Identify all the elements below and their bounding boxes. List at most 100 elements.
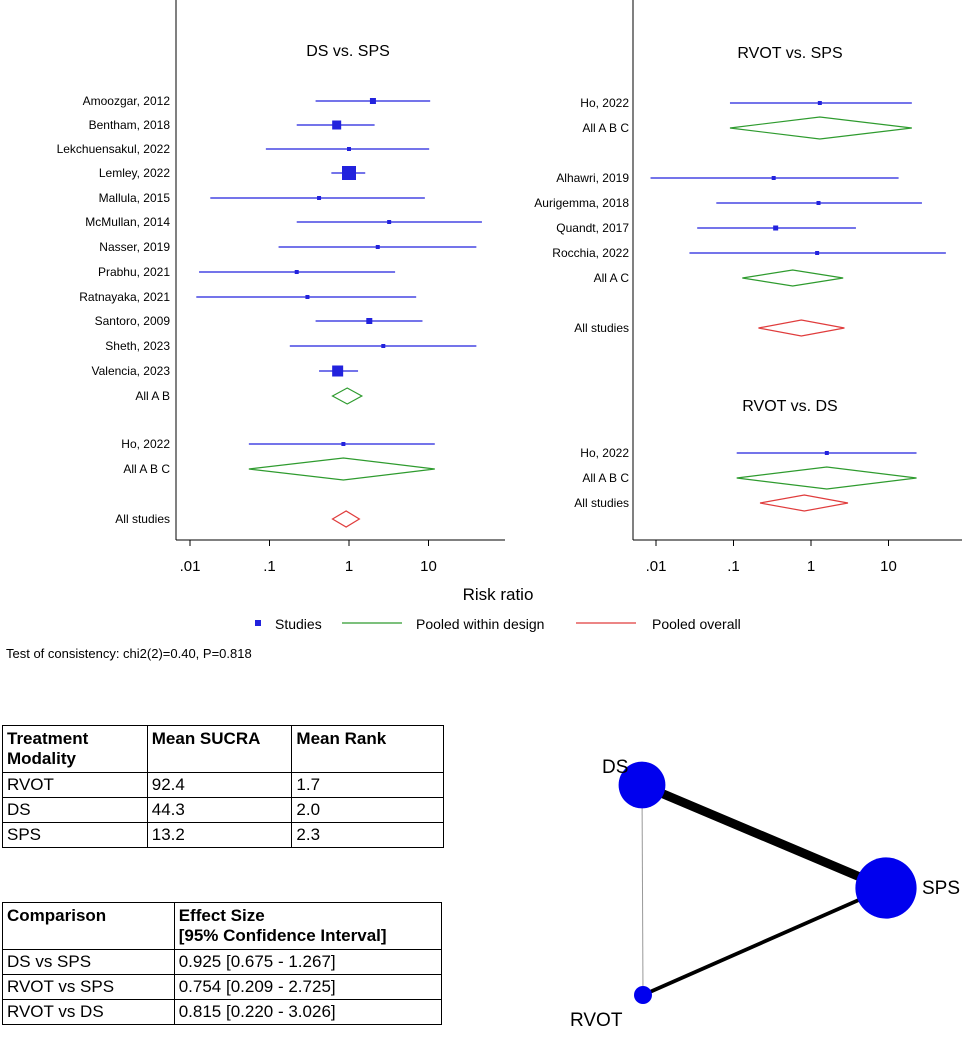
consistency-test: Test of consistency: chi2(2)=0.40, P=0.8… — [6, 646, 252, 661]
row-label-lemley-2022: Lemley, 2022 — [99, 166, 170, 180]
pooled-overall-diamond-all-studies — [758, 319, 845, 337]
rows-ds-sps: Amoozgar, 2012 Bentham, 2018 Lekchuensakul… — [57, 94, 482, 528]
effect-cell: RVOT vs SPS — [2, 974, 175, 1000]
pooled-within-diamond-all-a-c — [742, 269, 844, 287]
panel-title-ds-sps: DS vs. SPS — [306, 43, 390, 60]
network-label-ds: DS — [602, 757, 628, 778]
network-edge-rvot-ds — [641, 784, 644, 996]
x-tick-label: .01 — [646, 558, 667, 575]
row-label-prabhu-2021: Prabhu, 2021 — [98, 265, 170, 279]
row-label-sheth-2023: Sheth, 2023 — [105, 339, 170, 353]
panel-title-rvot-sps: RVOT vs. SPS — [737, 45, 842, 62]
point-estimate-ho-2022 — [341, 442, 346, 446]
pooled-overall-diamond-all-studies — [759, 494, 849, 512]
x-tick-label: 1 — [807, 558, 815, 575]
row-label-all-a-b: All A B — [135, 389, 170, 403]
rows-rvot-ds: Ho, 2022 All A B C All studies — [574, 446, 917, 512]
x-axis-title: Risk ratio — [463, 585, 534, 604]
network-label-rvot: RVOT — [570, 1010, 623, 1031]
panel-right: RVOT vs. SPS Ho, 2022 All A B C Alhawri, 2… — [534, 0, 962, 575]
table-row: DS 44.3 2.0 — [2, 797, 444, 823]
row-label-mcmullan-2014: McMullan, 2014 — [85, 215, 170, 229]
x-tick-label: 10 — [420, 558, 437, 575]
point-estimate-nasser-2019 — [375, 245, 380, 249]
row-label-all-a-b-c: All A B C — [582, 471, 629, 485]
effect-cell: RVOT vs DS — [2, 999, 175, 1025]
point-estimate-amoozgar-2012 — [369, 98, 376, 104]
table-row: RVOT vs DS 0.815 [0.220 - 3.026] — [2, 999, 443, 1025]
legend-within-label: Pooled within design — [416, 616, 544, 632]
row-label-all-studies: All studies — [115, 512, 170, 526]
pooled-overall-diamond-all-studies — [331, 510, 361, 528]
table-row: RVOT 92.4 1.7 — [2, 772, 444, 798]
point-estimate-rocchia-2022 — [815, 251, 820, 255]
point-estimate-sheth-2023 — [381, 344, 386, 348]
row-label-mallula-2015: Mallula, 2015 — [99, 191, 171, 205]
network-label-sps: SPS — [922, 878, 960, 899]
row-label-bentham-2018: Bentham, 2018 — [89, 118, 171, 132]
sucra-cell: SPS — [2, 822, 148, 848]
sucra-header-sucra: Mean SUCRA — [146, 725, 293, 773]
row-label-all-studies: All studies — [574, 496, 629, 510]
row-label-aurigemma-2018: Aurigemma, 2018 — [534, 196, 629, 210]
network-graph: DS SPS RVOT — [570, 757, 960, 1031]
sucra-cell: DS — [2, 797, 148, 823]
pooled-within-diamond-all-a-b-c — [248, 457, 435, 481]
network-node-ds — [618, 761, 666, 809]
left-x-ticks: .01 .1 1 10 — [180, 540, 437, 575]
x-tick-label: 10 — [880, 558, 897, 575]
panel-title-rvot-ds: RVOT vs. DS — [742, 398, 837, 415]
point-estimate-ho-2022 — [824, 451, 829, 455]
point-estimate-quandt-2017 — [773, 225, 779, 231]
row-label-ho-2022: Ho, 2022 — [580, 96, 629, 110]
x-tick-label: 1 — [345, 558, 353, 575]
point-estimate-ho-2022 — [817, 101, 822, 105]
row-label-valencia-2023: Valencia, 2023 — [91, 364, 170, 378]
network-node-rvot — [634, 986, 652, 1004]
table-row: DS vs SPS 0.925 [0.675 - 1.267] — [2, 949, 443, 975]
row-label-ho-2022: Ho, 2022 — [121, 437, 170, 451]
sucra-header-rank: Mean Rank — [291, 725, 444, 773]
point-estimate-lekchuensakul-2022 — [347, 147, 351, 151]
effect-header-effect: Effect Size [95% Confidence Interval] — [173, 902, 443, 950]
effect-cell: 0.754 [0.209 - 2.725] — [173, 974, 443, 1000]
row-label-santoro-2009: Santoro, 2009 — [95, 314, 171, 328]
row-label-alhawri-2019: Alhawri, 2019 — [556, 171, 629, 185]
effect-cell: 0.815 [0.220 - 3.026] — [173, 999, 443, 1025]
panel-ds-vs-sps: DS vs. SPS Amoozgar, 2012 Bentham, 2018 Le… — [57, 0, 505, 575]
row-label-lekchuensakul-2022: Lekchuensakul, 2022 — [57, 142, 171, 156]
pooled-within-diamond-all-a-b-c — [736, 466, 917, 490]
row-label-all-a-b-c: All A B C — [123, 462, 170, 476]
point-estimate-santoro-2009 — [366, 318, 373, 324]
row-label-quandt-2017: Quandt, 2017 — [556, 221, 629, 235]
right-x-ticks: .01 .1 1 10 — [646, 540, 897, 575]
pooled-within-diamond-all-a-b-c — [729, 116, 912, 140]
legend: Studies Pooled within design Pooled over… — [255, 616, 741, 632]
effect-cell: DS vs SPS — [2, 949, 175, 975]
x-tick-label: .01 — [180, 558, 201, 575]
legend-studies-label: Studies — [275, 616, 322, 632]
network-edges — [640, 780, 888, 997]
row-label-nasser-2019: Nasser, 2019 — [99, 240, 170, 254]
sucra-cell: RVOT — [2, 772, 148, 798]
row-label-ratnayaka-2021: Ratnayaka, 2021 — [79, 290, 170, 304]
row-label-all-studies: All studies — [574, 321, 629, 335]
effect-header-line1: Effect Size — [178, 906, 265, 925]
sucra-cell: 13.2 — [146, 822, 293, 848]
point-estimate-aurigemma-2018 — [816, 201, 821, 205]
effect-header-row: Comparison Effect Size [95% Confidence I… — [2, 902, 443, 950]
legend-studies-marker — [255, 620, 261, 626]
row-label-rocchia-2022: Rocchia, 2022 — [552, 246, 629, 260]
table-row: RVOT vs SPS 0.754 [0.209 - 2.725] — [2, 974, 443, 1000]
network-labels: DS SPS RVOT — [570, 757, 960, 1031]
network-nodes — [618, 761, 917, 1004]
forest-plot: DS vs. SPS Amoozgar, 2012 Bentham, 2018 Le… — [57, 0, 962, 632]
sucra-cell: 2.3 — [291, 822, 444, 848]
sucra-header-modality: Treatment Modality — [2, 725, 148, 773]
network-edge-ds-sps — [640, 780, 888, 893]
row-label-ho-2022: Ho, 2022 — [580, 446, 629, 460]
network-node-sps — [855, 857, 917, 919]
sucra-table: Treatment Modality Mean SUCRA Mean Rank … — [2, 725, 444, 848]
x-tick-label: .1 — [263, 558, 276, 575]
row-label-all-a-b-c: All A B C — [582, 121, 629, 135]
